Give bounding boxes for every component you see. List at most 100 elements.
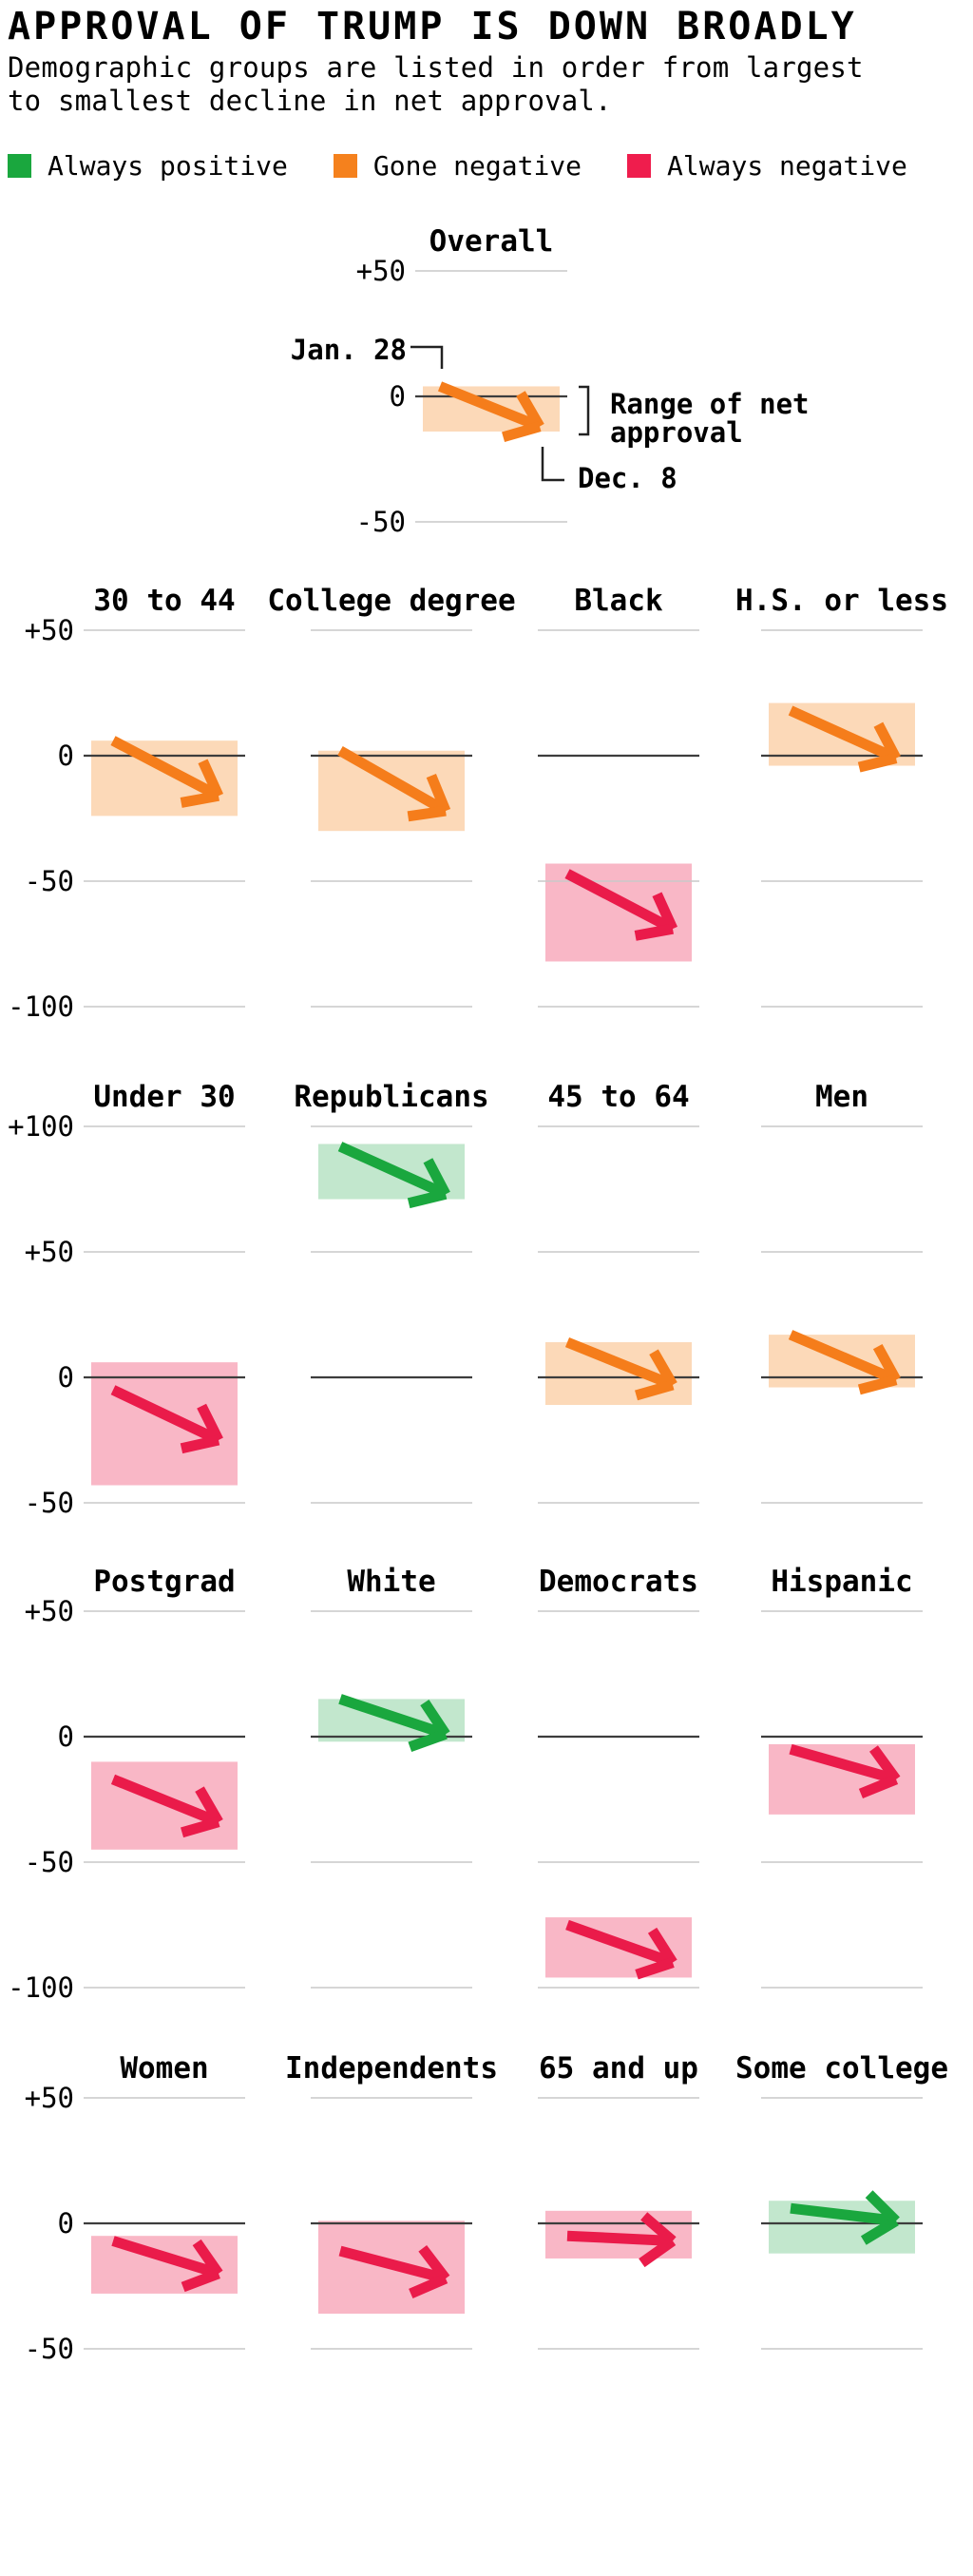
axis-tick-label: +100 <box>8 1110 74 1143</box>
axis-tick-label: -50 <box>25 1846 74 1878</box>
annotation-elbow-line <box>410 345 444 369</box>
trend-arrow <box>338 1694 450 1752</box>
arrow-head <box>872 1343 901 1383</box>
arrow-head <box>195 1786 223 1825</box>
arrow-head <box>426 773 451 814</box>
axis-tick-label: -50 <box>25 1487 74 1519</box>
trend-arrow <box>788 705 901 773</box>
panel-black: Black <box>538 584 699 1008</box>
panel-title: Republicans <box>294 1080 488 1114</box>
arrow-shaft <box>565 1919 675 1968</box>
panel-title: College degree <box>267 584 515 618</box>
legend-swatch-gone-negative-icon <box>333 154 357 178</box>
arrow-head <box>181 1817 220 1838</box>
arrow-shaft <box>564 869 676 934</box>
panel-postgrad: +50 0 -50 -100 Postgrad <box>8 1565 245 2004</box>
arrow-shaft <box>337 1142 448 1200</box>
axis-tick-label: +50 <box>25 614 74 646</box>
arrow-shaft <box>111 2236 220 2279</box>
arrow-head <box>408 1729 448 1752</box>
trend-arrow <box>110 736 224 808</box>
legend-label: Gone negative <box>372 150 582 182</box>
annotation-range-label: Range of net <box>610 388 810 420</box>
axis-tick-label: +50 <box>25 1595 74 1627</box>
arrow-head <box>407 1188 448 1209</box>
axis-tick-label: +50 <box>25 1236 74 1268</box>
axis-tick-label: 0 <box>390 380 406 413</box>
legend-label: Always positive <box>48 150 288 182</box>
trend-arrow <box>337 745 451 822</box>
annotation-range-label: approval <box>610 416 743 449</box>
arrow-head <box>639 2236 677 2268</box>
arrow-head <box>860 2216 899 2245</box>
arrow-head <box>180 1434 220 1454</box>
panel-title: Independents <box>285 2051 498 2086</box>
arrow-shaft <box>338 2245 448 2284</box>
arrow-head <box>181 2268 220 2293</box>
panel-title: 30 to 44 <box>93 584 235 618</box>
panel-30-to-44: +50 0 -50 -100 30 to 44 <box>8 584 245 1023</box>
chart-title: APPROVAL OF TRUMP IS DOWN BROADLY <box>8 5 857 48</box>
arrow-head <box>407 805 447 822</box>
panel-under-30: +100 +50 0 -50 Under 30 <box>8 1080 245 1519</box>
axis-tick-label: -50 <box>356 506 406 538</box>
legend: Always positive Gone negative Always neg… <box>8 150 953 182</box>
arrow-shaft <box>338 1694 448 1740</box>
arrow-head <box>647 1927 677 1966</box>
arrow-head <box>857 753 898 773</box>
trend-arrow <box>565 1919 677 1980</box>
panel-title: Hispanic <box>771 1565 912 1599</box>
arrow-shaft <box>337 745 448 816</box>
arrow-head <box>192 2239 223 2277</box>
arrow-head <box>635 1957 675 1980</box>
panel-title: Men <box>815 1080 868 1114</box>
legend-item-gone-negative: Gone negative <box>333 150 582 182</box>
annotation-start-date: Jan. 28 <box>291 334 407 366</box>
trend-arrow <box>437 381 544 443</box>
axis-tick-label: -100 <box>8 990 74 1023</box>
arrow-head <box>180 790 219 808</box>
arrow-head <box>865 2190 900 2225</box>
panel-title: White <box>347 1565 435 1599</box>
arrow-head <box>869 1745 901 1783</box>
trend-arrow <box>111 2236 223 2293</box>
annotation-end-date: Dec. 8 <box>578 462 677 494</box>
arrow-head <box>649 1349 677 1388</box>
axis-tick-label: 0 <box>58 1721 74 1753</box>
trend-arrow <box>338 2244 450 2298</box>
arrow-head <box>652 892 678 932</box>
axis-tick-label: -50 <box>25 865 74 897</box>
arrow-head <box>873 721 901 761</box>
arrow-head <box>197 1403 223 1443</box>
trend-arrow <box>564 869 678 941</box>
legend-item-always-positive: Always positive <box>8 150 288 182</box>
panel-title: Women <box>120 2051 208 2086</box>
panel-title: Black <box>574 584 663 618</box>
panel-hispanic: Hispanic <box>761 1565 923 1989</box>
arrow-shaft <box>110 736 221 801</box>
legend-label: Always negative <box>667 150 907 182</box>
legend-swatch-always-positive-icon <box>8 154 31 178</box>
trend-arrow <box>110 1385 223 1454</box>
legend-item-always-negative: Always negative <box>627 150 907 182</box>
panel-white: White <box>311 1565 472 1989</box>
arrow-head <box>418 2244 450 2282</box>
arrow-head <box>409 2274 448 2298</box>
axis-tick-label: 0 <box>58 740 74 772</box>
panel-women: +50 0 -50 Women <box>25 2051 245 2365</box>
arrow-head <box>198 759 224 798</box>
axis-tick-label: -100 <box>8 1971 74 2004</box>
arrow-shaft <box>788 1330 899 1385</box>
arrow-shaft <box>437 381 543 432</box>
panel-independents: Independents <box>285 2051 498 2350</box>
arrow-shaft <box>110 1385 221 1445</box>
panel-45-to-64: 45 to 64 <box>538 1080 699 1504</box>
panel-title: Overall <box>429 224 554 259</box>
axis-tick-label: +50 <box>25 2082 74 2114</box>
axis-tick-label: 0 <box>58 1361 74 1394</box>
trend-arrow <box>337 1142 450 1209</box>
trend-arrow <box>110 1774 223 1838</box>
panel-democrats: Democrats <box>538 1565 699 1989</box>
panel-overall: +50 0 -50 Overall <box>356 224 567 538</box>
